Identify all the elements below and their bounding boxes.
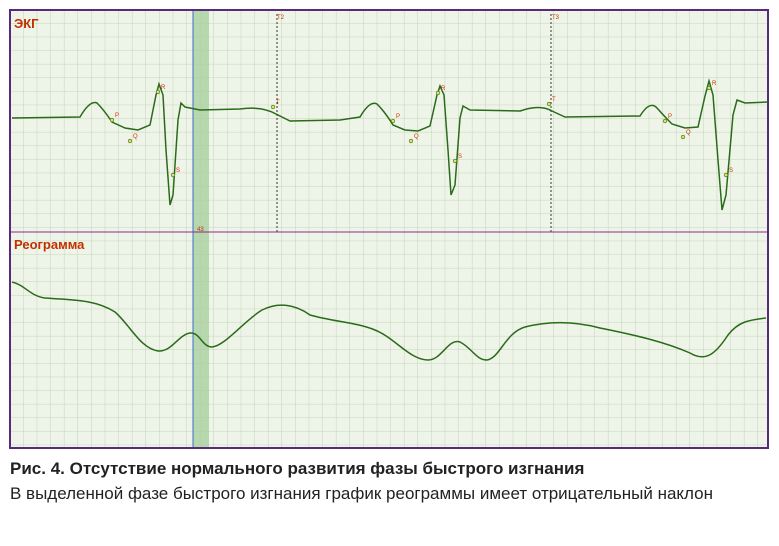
- point-marker: [127, 138, 133, 144]
- point-marker: [390, 118, 396, 124]
- point-label: R: [441, 86, 446, 92]
- point-label: S: [176, 168, 180, 174]
- grid: [10, 10, 768, 448]
- point-marker: [270, 104, 276, 110]
- point-label: Q: [686, 130, 691, 136]
- point-label: P: [115, 113, 119, 119]
- point-label: T: [552, 97, 556, 103]
- point-label: R: [712, 81, 717, 87]
- caption-title: Рис. 4. Отсутствие нормального развития …: [10, 459, 585, 478]
- marker-label: 43: [197, 227, 204, 233]
- caption-text: В выделенной фазе быстрого изгнания граф…: [10, 484, 714, 503]
- point-label: Q: [133, 134, 138, 140]
- point-label: R: [161, 85, 166, 91]
- point-marker: [435, 90, 441, 96]
- marker-label: T3: [552, 15, 560, 21]
- point-marker: [170, 172, 176, 178]
- point-label: S: [458, 154, 462, 160]
- point-marker: [706, 85, 712, 91]
- point-marker: [723, 172, 729, 178]
- point-label: P: [668, 114, 672, 120]
- point-marker: [155, 89, 161, 95]
- point-marker: [452, 158, 458, 164]
- highlight-phase: [193, 10, 209, 448]
- figure: ЭКГ Реограмма T2 T3 43 P Q R S T P Q R S T P Q R S: [9, 9, 769, 449]
- marker-label: T2: [277, 15, 285, 21]
- panel-label: Реограмма: [14, 237, 85, 252]
- point-label: Q: [414, 134, 419, 140]
- point-label: P: [396, 114, 400, 120]
- point-marker: [109, 117, 115, 123]
- point-marker: [408, 138, 414, 144]
- point-marker: [662, 118, 668, 124]
- panel-label: ЭКГ: [14, 16, 39, 31]
- point-marker: [546, 101, 552, 107]
- point-label: S: [729, 168, 733, 174]
- frame: [9, 9, 769, 449]
- rheogram-trace: [11, 281, 767, 361]
- point-marker: [680, 134, 686, 140]
- point-label: T: [276, 100, 280, 106]
